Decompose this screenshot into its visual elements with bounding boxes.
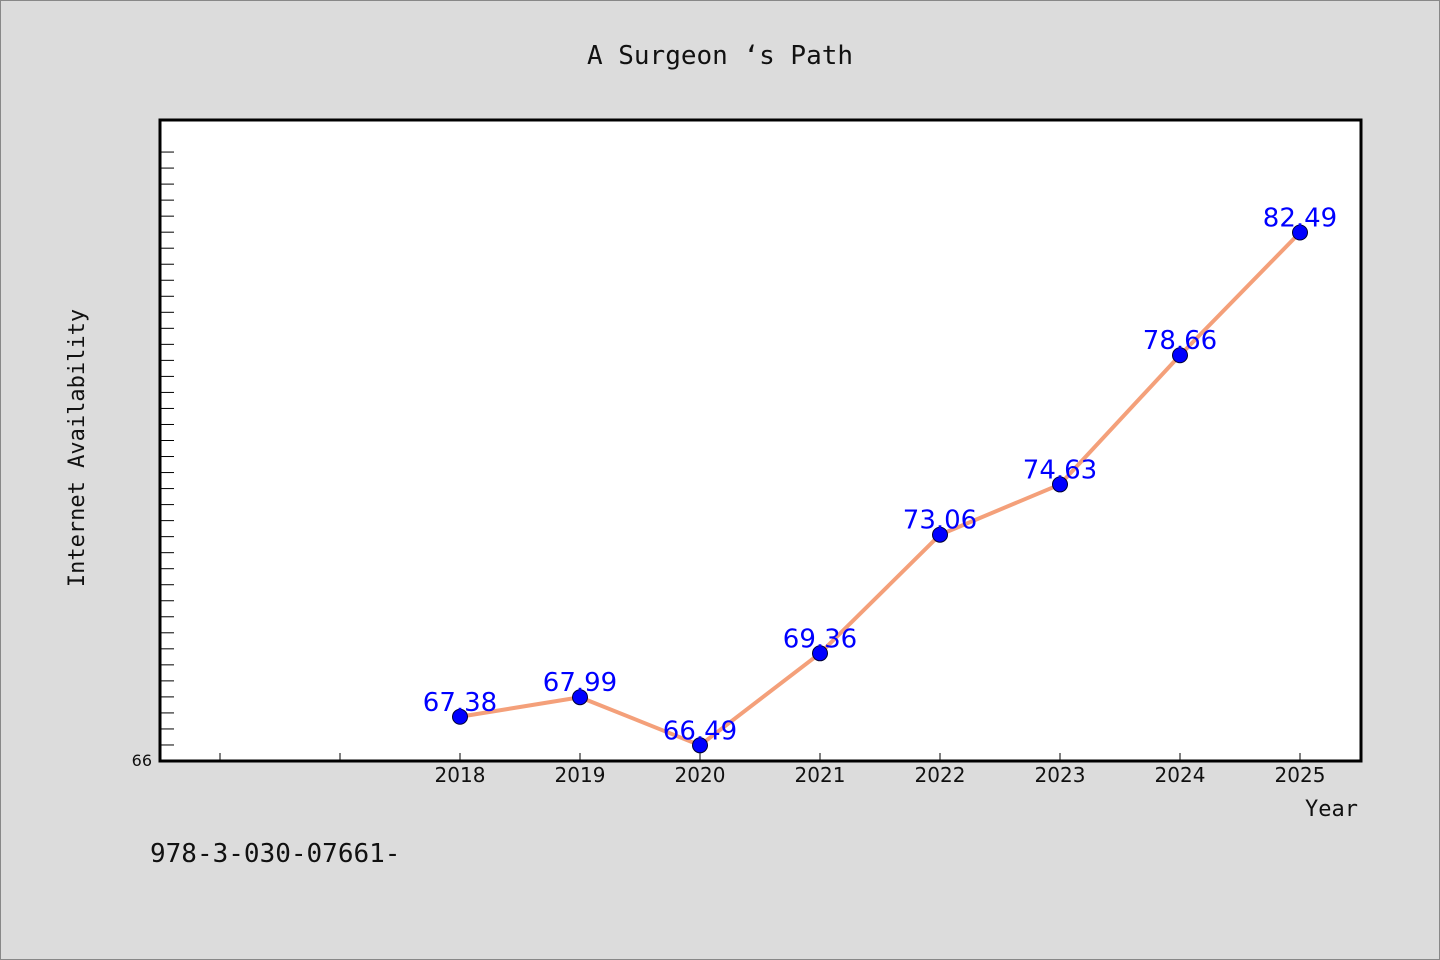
y-axis-label: Internet Availability xyxy=(65,309,90,587)
data-point-2023 xyxy=(1052,476,1068,493)
data-label-2023: 74.63 xyxy=(1023,455,1097,485)
data-label-2025: 82.49 xyxy=(1263,203,1337,233)
series-line xyxy=(459,231,1302,748)
footer-isbn-text: 978-3-030-07661- xyxy=(150,839,400,869)
x-tick-label-2021: 2021 xyxy=(795,763,846,787)
x-tick-labels: 2018 2019 2020 2021 2022 2023 2024 2025 xyxy=(435,763,1326,787)
x-tick-label-2025: 2025 xyxy=(1275,763,1326,787)
data-point-2024 xyxy=(1172,347,1188,364)
data-point-2019 xyxy=(572,689,588,706)
data-label-2021: 69.36 xyxy=(783,624,857,654)
x-tick-label-2024: 2024 xyxy=(1155,763,1206,787)
data-point-2020 xyxy=(692,737,708,754)
data-label-2024: 78.66 xyxy=(1143,326,1217,356)
x-tick-label-2020: 2020 xyxy=(675,763,726,787)
x-axis-ticks xyxy=(219,753,1301,761)
data-label-2022: 73.06 xyxy=(903,506,977,536)
data-label-2019: 67.99 xyxy=(543,668,617,698)
y-axis-ticks xyxy=(160,151,174,762)
plot-area xyxy=(158,118,1363,763)
series-0: 67.38 67.99 66.49 69.36 73.06 74.63 78.66 82.49 xyxy=(423,203,1337,754)
data-label-2020: 66.49 xyxy=(663,716,737,746)
data-point-2025 xyxy=(1292,224,1308,241)
chart-title: A Surgeon ‘s Path xyxy=(587,41,853,71)
x-tick-label-2022: 2022 xyxy=(915,763,966,787)
data-point-2021 xyxy=(812,645,828,662)
data-point-2022 xyxy=(932,526,948,543)
x-tick-label-2023: 2023 xyxy=(1035,763,1086,787)
x-tick-label-2019: 2019 xyxy=(555,763,606,787)
x-axis-label: Year xyxy=(1305,797,1358,822)
x-tick-label-2018: 2018 xyxy=(435,763,486,787)
data-point-2018 xyxy=(452,708,468,725)
y-tick-label-66: 66 xyxy=(132,751,152,770)
data-label-2018: 67.38 xyxy=(423,688,497,718)
